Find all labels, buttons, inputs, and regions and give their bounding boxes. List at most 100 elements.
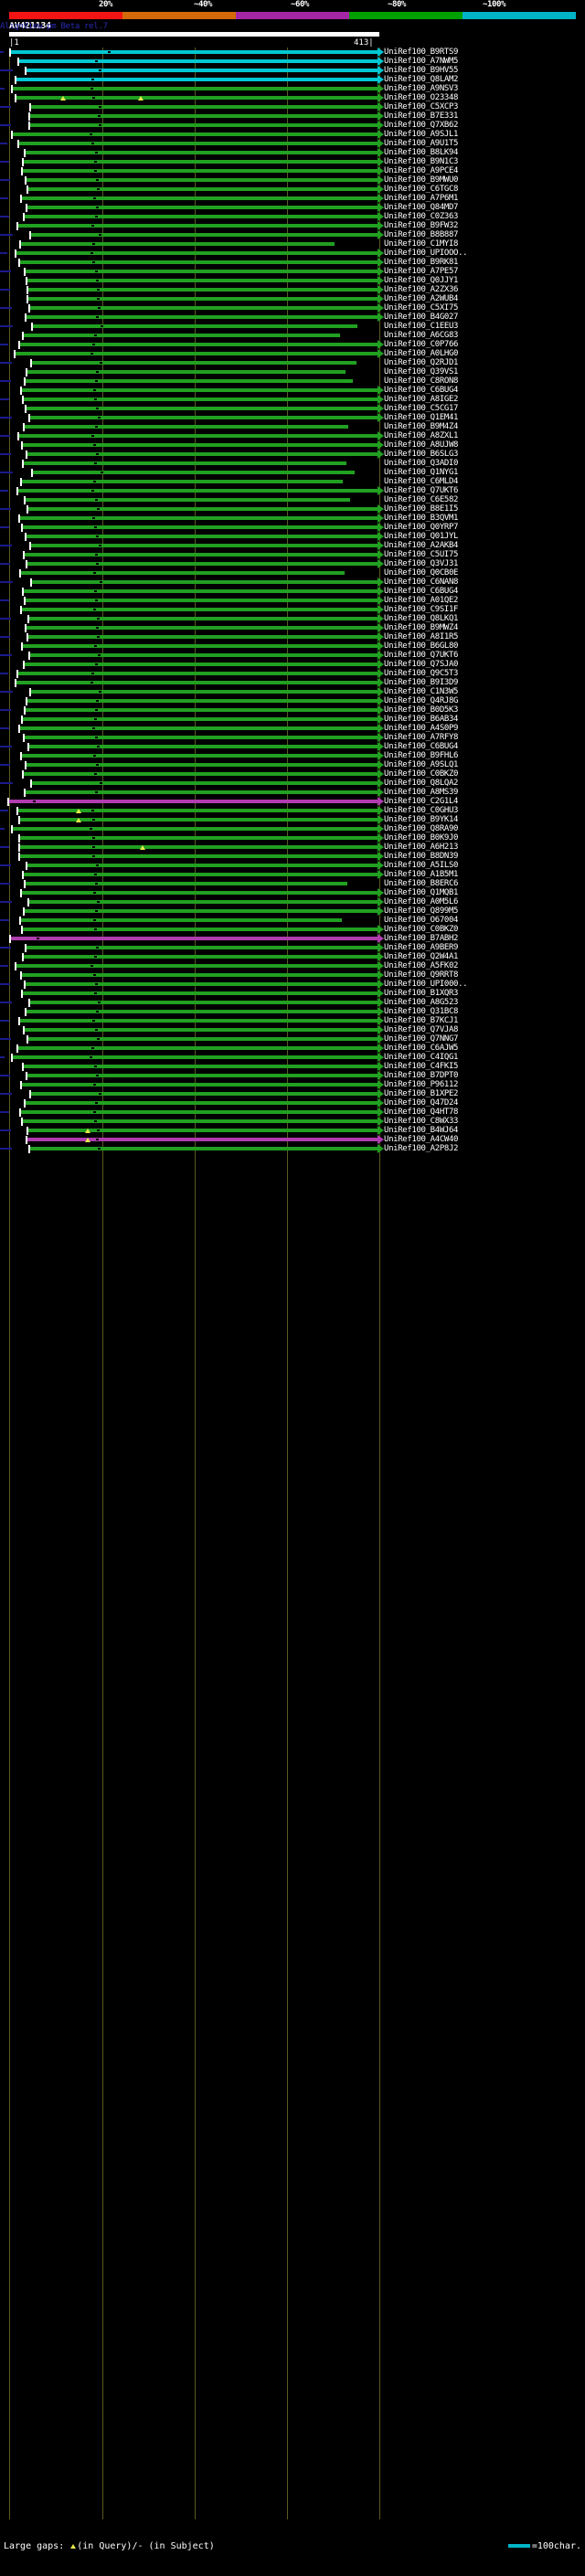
alignment-bar[interactable] (30, 1147, 378, 1150)
hit-accession-label[interactable]: UniRef100_B4WJ64 (384, 1126, 459, 1135)
hit-accession-label[interactable]: UniRef100_Q7SJA0 (384, 660, 459, 669)
alignment-bar[interactable] (23, 991, 378, 995)
hit-accession-label[interactable]: UniRef100_A7P6M1 (384, 194, 459, 203)
alignment-bar[interactable] (26, 708, 378, 712)
hit-accession-label[interactable]: UniRef100_C6BUG4 (384, 742, 459, 751)
alignment-bar[interactable] (23, 169, 378, 173)
hit-accession-label[interactable]: UniRef100_B9RTS9 (384, 48, 459, 57)
hit-accession-label[interactable]: UniRef100_B9MWU0 (384, 175, 459, 185)
alignment-bar[interactable] (23, 1119, 378, 1123)
alignment-bar[interactable] (32, 361, 356, 365)
hit-accession-label[interactable]: UniRef100_B9RK81 (384, 258, 459, 267)
alignment-bar[interactable] (30, 1001, 378, 1004)
alignment-row[interactable]: UniRef100_B8DN39 (0, 852, 585, 861)
alignment-row[interactable]: UniRef100_A5ILS0 (0, 861, 585, 870)
hit-accession-label[interactable]: UniRef100_C0GHU3 (384, 806, 459, 815)
alignment-bar[interactable] (22, 196, 378, 200)
hit-accession-label[interactable]: UniRef100_C0BKZ0 (384, 925, 459, 934)
alignment-row[interactable]: UniRef100_B8E1I5 (0, 504, 585, 514)
hit-accession-label[interactable]: UniRef100_C4IQG1 (384, 1053, 459, 1062)
alignment-row[interactable]: UniRef100_C1EEU3 (0, 322, 585, 331)
alignment-row[interactable]: UniRef100_C5XCP3 (0, 102, 585, 111)
alignment-bar[interactable] (27, 1138, 378, 1141)
alignment-bar[interactable] (27, 315, 378, 319)
alignment-bar[interactable] (27, 535, 378, 538)
hit-accession-label[interactable]: UniRef100_A2WUB4 (384, 294, 459, 303)
hit-accession-label[interactable]: UniRef100_B9FHL6 (384, 751, 459, 760)
hit-accession-label[interactable]: UniRef100_B9MWZ4 (384, 623, 459, 632)
alignment-row[interactable]: UniRef100_C8RON8 (0, 376, 585, 386)
hit-accession-label[interactable]: UniRef100_A9NSV3 (384, 84, 459, 93)
hit-accession-label[interactable]: UniRef100_C5XCP3 (384, 102, 459, 111)
hit-accession-label[interactable]: UniRef100_C5CG17 (384, 404, 459, 413)
hit-accession-label[interactable]: UniRef100_B6SLG3 (384, 450, 459, 459)
hit-accession-label[interactable]: UniRef100_C4FKI5 (384, 1062, 459, 1071)
alignment-row[interactable]: UniRef100_B9HV55 (0, 66, 585, 75)
hit-accession-label[interactable]: UniRef100_A6H213 (384, 843, 459, 852)
alignment-row[interactable]: UniRef100_Q8RA90 (0, 824, 585, 833)
alignment-row[interactable]: UniRef100_Q7UKT6 (0, 651, 585, 660)
alignment-row[interactable]: UniRef100_Q3ADI0 (0, 459, 585, 468)
hit-accession-label[interactable]: UniRef100_Q39VS1 (384, 367, 459, 376)
hit-accession-label[interactable]: UniRef100_B8E1I5 (384, 504, 459, 514)
alignment-bar[interactable] (26, 498, 350, 502)
hit-accession-label[interactable]: UniRef100_B4G027 (384, 313, 459, 322)
alignment-bar[interactable] (21, 1110, 378, 1114)
alignment-row[interactable]: UniRef100_A2WUB4 (0, 294, 585, 303)
alignment-row[interactable]: UniRef100_B9RTS9 (0, 48, 585, 57)
alignment-bar[interactable] (27, 452, 378, 456)
alignment-row[interactable]: UniRef100_Q8LAM2 (0, 75, 585, 84)
hit-accession-label[interactable]: UniRef100_Q3VJ31 (384, 559, 459, 568)
alignment-bar[interactable] (28, 288, 378, 292)
hit-accession-label[interactable]: UniRef100_C6E582 (384, 495, 459, 504)
alignment-bar[interactable] (20, 818, 378, 822)
hit-accession-label[interactable]: UniRef100_Q7XB62 (384, 121, 459, 130)
alignment-row[interactable]: UniRef100_B6AB34 (0, 715, 585, 724)
alignment-bar[interactable] (31, 544, 378, 547)
alignment-row[interactable]: UniRef100_B4WJ64 (0, 1126, 585, 1135)
alignment-row[interactable]: UniRef100_Q2RJD1 (0, 358, 585, 367)
hit-accession-label[interactable]: UniRef100_A8IGE2 (384, 395, 459, 404)
alignment-bar[interactable] (18, 809, 378, 812)
hit-accession-label[interactable]: UniRef100_A2ZX36 (384, 285, 459, 294)
alignment-bar[interactable] (16, 78, 378, 81)
alignment-bar[interactable] (26, 599, 378, 602)
hit-accession-label[interactable]: UniRef100_B1XQR3 (384, 989, 459, 998)
hit-accession-label[interactable]: UniRef100_Q01JYL (384, 532, 459, 541)
hit-accession-label[interactable]: UniRef100_B9M4Z4 (384, 422, 459, 431)
alignment-row[interactable]: UniRef100_B7E331 (0, 111, 585, 121)
hit-accession-label[interactable]: UniRef100_B6AB34 (384, 715, 459, 724)
alignment-row[interactable]: UniRef100_UPIOOO.. (0, 249, 585, 258)
alignment-bar[interactable] (30, 123, 378, 127)
alignment-row[interactable]: UniRef100_A8ZXL1 (0, 431, 585, 440)
hit-accession-label[interactable]: UniRef100_A2AKB4 (384, 541, 459, 550)
alignment-bar[interactable] (23, 928, 378, 931)
alignment-row[interactable]: UniRef100_A7NWM5 (0, 57, 585, 66)
hit-accession-label[interactable]: UniRef100_A9SLQ1 (384, 760, 459, 769)
alignment-row[interactable]: UniRef100_Q1MQB1 (0, 888, 585, 897)
alignment-bar[interactable] (25, 909, 378, 913)
alignment-row[interactable]: UniRef100_B9N1C3 (0, 157, 585, 166)
alignment-row[interactable]: UniRef100_A8MS39 (0, 788, 585, 797)
alignment-bar[interactable] (16, 352, 378, 355)
hit-accession-label[interactable]: UniRef100_Q3ADI0 (384, 459, 459, 468)
alignment-bar[interactable] (25, 215, 378, 218)
hit-accession-label[interactable]: UniRef100_Q7UKT6 (384, 651, 459, 660)
alignment-bar[interactable] (23, 717, 378, 721)
hit-accession-label[interactable]: UniRef100_A0M5L6 (384, 897, 459, 906)
alignment-bar[interactable] (16, 96, 378, 100)
hit-accession-label[interactable]: UniRef100_A7RFY8 (384, 733, 459, 742)
alignment-bar[interactable] (22, 973, 378, 977)
alignment-row[interactable]: UniRef100_C5UI75 (0, 550, 585, 559)
alignment-bar[interactable] (27, 763, 378, 767)
alignment-row[interactable]: UniRef100_B9FHL6 (0, 751, 585, 760)
hit-accession-label[interactable]: UniRef100_Q1EM41 (384, 413, 459, 422)
hit-accession-label[interactable]: UniRef100_A9U1T5 (384, 139, 459, 148)
alignment-row[interactable]: UniRef100_Q899M5 (0, 906, 585, 916)
alignment-row[interactable]: UniRef100_B9MWU0 (0, 175, 585, 185)
hit-accession-label[interactable]: UniRef100_UPIOOO.. (384, 249, 468, 258)
alignment-row[interactable]: UniRef100_Q8LKQ1 (0, 614, 585, 623)
alignment-row[interactable]: UniRef100_A8IGE2 (0, 395, 585, 404)
alignment-bar[interactable] (20, 516, 378, 520)
alignment-row[interactable]: UniRef100_Q4RJ8G (0, 696, 585, 705)
